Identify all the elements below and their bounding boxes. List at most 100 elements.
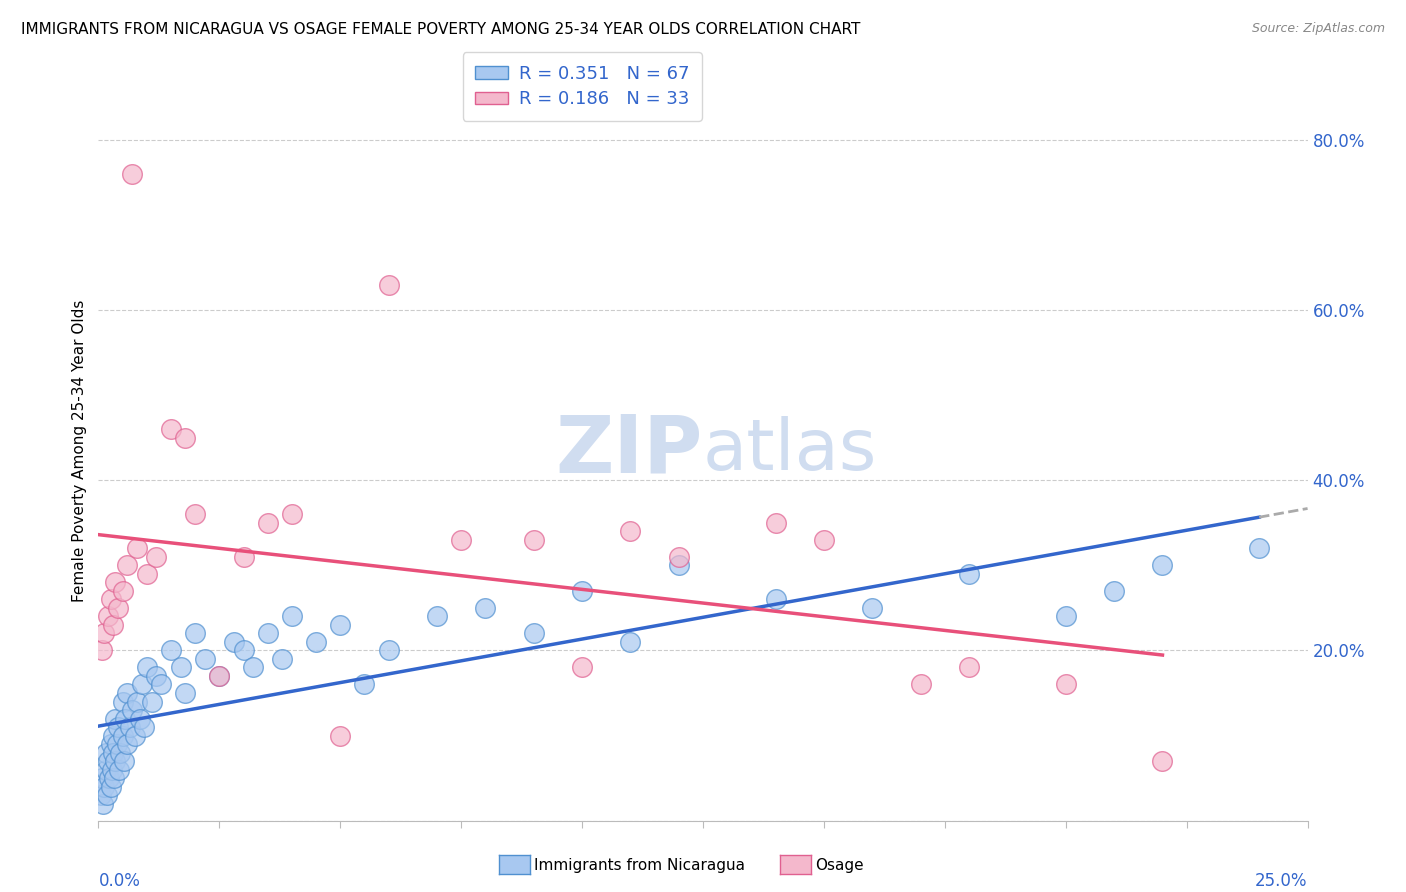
Legend: R = 0.351   N = 67, R = 0.186   N = 33: R = 0.351 N = 67, R = 0.186 N = 33 bbox=[463, 53, 702, 120]
Point bbox=[108, 746, 131, 760]
Point bbox=[169, 660, 191, 674]
Point bbox=[1102, 583, 1125, 598]
Point bbox=[174, 431, 197, 445]
Point bbox=[145, 669, 167, 683]
Point bbox=[91, 643, 114, 657]
Point bbox=[668, 549, 690, 564]
Point bbox=[134, 720, 156, 734]
Point bbox=[127, 541, 149, 556]
Point bbox=[101, 729, 124, 743]
Point bbox=[135, 566, 157, 581]
Point bbox=[668, 558, 690, 573]
Point bbox=[765, 516, 787, 530]
Point bbox=[232, 643, 254, 657]
Point bbox=[1054, 609, 1077, 624]
Point bbox=[957, 566, 980, 581]
Point bbox=[90, 788, 112, 802]
Point bbox=[111, 729, 134, 743]
Text: 25.0%: 25.0% bbox=[1256, 872, 1308, 890]
Point bbox=[107, 720, 129, 734]
Point bbox=[174, 686, 197, 700]
Point bbox=[160, 422, 183, 436]
Point bbox=[450, 533, 472, 547]
Point bbox=[93, 626, 115, 640]
Point bbox=[103, 771, 125, 785]
Point bbox=[117, 558, 139, 573]
Point bbox=[94, 763, 117, 777]
Point bbox=[813, 533, 835, 547]
Text: 0.0%: 0.0% bbox=[98, 872, 141, 890]
Point bbox=[117, 737, 139, 751]
Point bbox=[124, 729, 146, 743]
Y-axis label: Female Poverty Among 25-34 Year Olds: Female Poverty Among 25-34 Year Olds bbox=[72, 300, 87, 601]
Point bbox=[571, 660, 593, 674]
Point bbox=[329, 729, 352, 743]
Point bbox=[107, 600, 129, 615]
Point bbox=[256, 516, 278, 530]
Point bbox=[184, 626, 207, 640]
Point bbox=[127, 694, 149, 708]
Point bbox=[105, 737, 128, 751]
Point bbox=[281, 609, 304, 624]
Point bbox=[1054, 677, 1077, 691]
Point bbox=[128, 712, 150, 726]
Point bbox=[184, 508, 207, 522]
Point bbox=[91, 771, 114, 785]
Point bbox=[426, 609, 449, 624]
Point bbox=[242, 660, 264, 674]
Point bbox=[329, 618, 352, 632]
Text: IMMIGRANTS FROM NICARAGUA VS OSAGE FEMALE POVERTY AMONG 25-34 YEAR OLDS CORRELAT: IMMIGRANTS FROM NICARAGUA VS OSAGE FEMAL… bbox=[21, 22, 860, 37]
Point bbox=[145, 549, 167, 564]
Text: Osage: Osage bbox=[815, 858, 865, 872]
Point bbox=[474, 600, 496, 615]
Point bbox=[114, 712, 136, 726]
Point bbox=[523, 626, 546, 640]
Point bbox=[305, 635, 328, 649]
Point bbox=[150, 677, 173, 691]
Point bbox=[208, 669, 231, 683]
Point bbox=[121, 703, 143, 717]
Point bbox=[353, 677, 375, 691]
Point bbox=[104, 712, 127, 726]
Point bbox=[860, 600, 883, 615]
Point bbox=[111, 583, 134, 598]
Point bbox=[135, 660, 157, 674]
Point bbox=[112, 754, 135, 768]
Point bbox=[101, 763, 124, 777]
Point bbox=[98, 771, 121, 785]
Point bbox=[377, 277, 399, 292]
Point bbox=[619, 635, 641, 649]
Point bbox=[97, 754, 120, 768]
Text: Immigrants from Nicaragua: Immigrants from Nicaragua bbox=[534, 858, 745, 872]
Point bbox=[117, 686, 139, 700]
Text: Source: ZipAtlas.com: Source: ZipAtlas.com bbox=[1251, 22, 1385, 36]
Point bbox=[232, 549, 254, 564]
Point bbox=[222, 635, 245, 649]
Point bbox=[571, 583, 593, 598]
Point bbox=[1152, 558, 1174, 573]
Point bbox=[1152, 754, 1174, 768]
Point bbox=[121, 167, 143, 181]
Point bbox=[208, 669, 231, 683]
Point bbox=[94, 746, 117, 760]
Point bbox=[100, 780, 122, 794]
Point bbox=[141, 694, 163, 708]
Point bbox=[111, 694, 134, 708]
Point bbox=[107, 763, 129, 777]
Point bbox=[131, 677, 153, 691]
Point bbox=[104, 575, 127, 590]
Point bbox=[281, 508, 304, 522]
Point bbox=[271, 652, 294, 666]
Point bbox=[910, 677, 932, 691]
Point bbox=[765, 592, 787, 607]
Text: ZIP: ZIP bbox=[555, 411, 703, 490]
Point bbox=[96, 788, 118, 802]
Point bbox=[957, 660, 980, 674]
Point bbox=[377, 643, 399, 657]
Point bbox=[91, 797, 114, 811]
Point bbox=[118, 720, 141, 734]
Point bbox=[101, 618, 124, 632]
Point bbox=[256, 626, 278, 640]
Point bbox=[101, 746, 124, 760]
Point bbox=[619, 524, 641, 539]
